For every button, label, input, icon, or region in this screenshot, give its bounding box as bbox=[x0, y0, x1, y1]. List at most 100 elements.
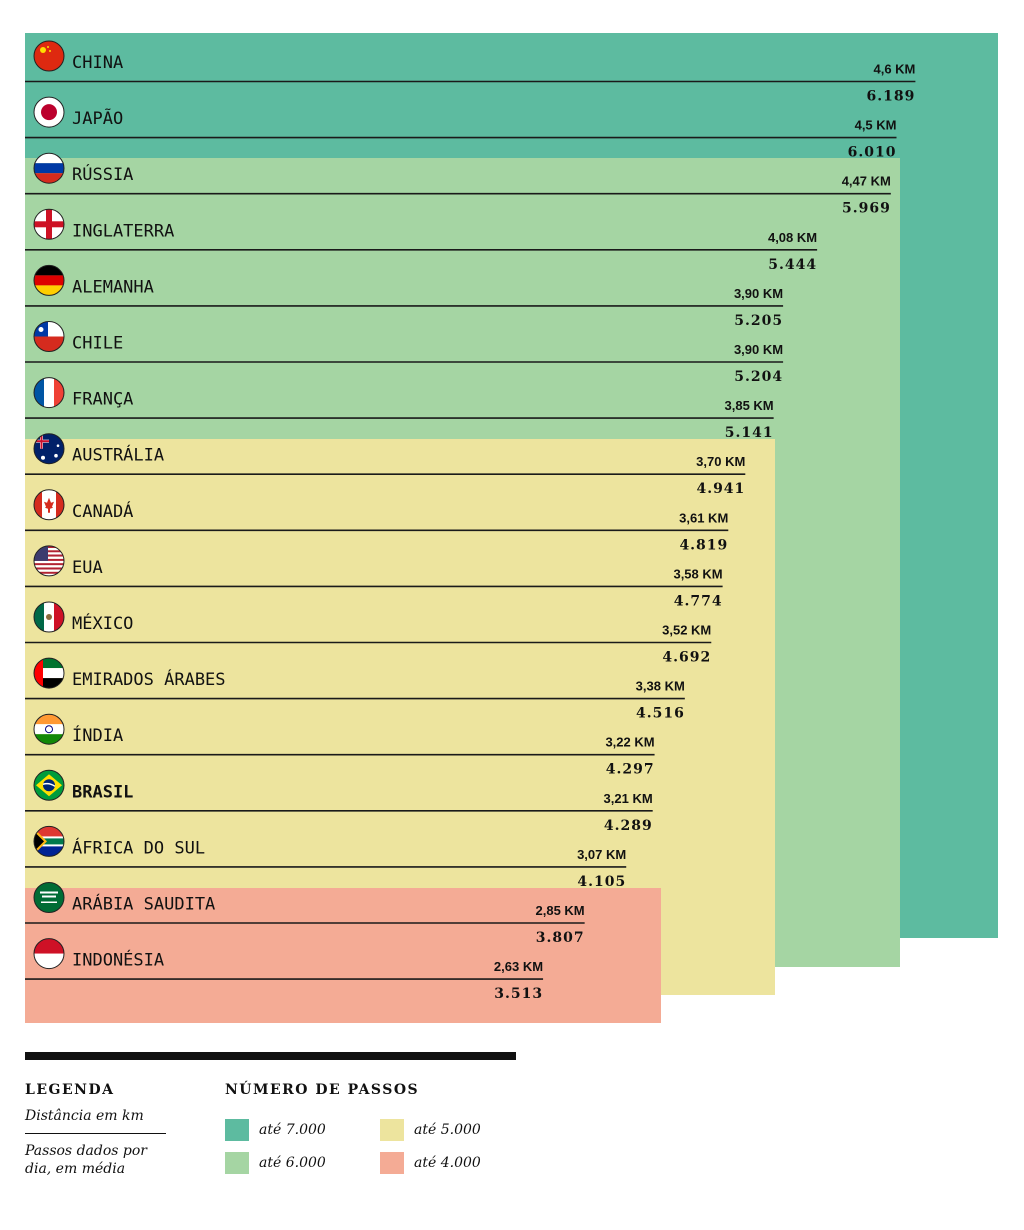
band-4000 bbox=[25, 888, 661, 1023]
flag-part bbox=[34, 658, 43, 689]
country-row: BRASIL 3,21 KM 4.289 bbox=[25, 769, 653, 834]
legend-km-description: Distância em km bbox=[25, 1108, 144, 1124]
flag-part bbox=[34, 265, 64, 276]
flag-part bbox=[34, 336, 64, 352]
legend-title: LEGENDA bbox=[25, 1082, 115, 1098]
flag-outline bbox=[33, 40, 65, 72]
flag-part bbox=[34, 554, 64, 557]
country-label: MÉXICO bbox=[72, 612, 133, 634]
flag-outline bbox=[33, 377, 65, 409]
country-row: AUSTRÁLIA 3,70 KM 4.941 bbox=[25, 433, 746, 497]
scale-item-7000: até 7.000 bbox=[225, 1119, 326, 1141]
km-data-label: 3,58 KM bbox=[673, 566, 722, 581]
flag-outline bbox=[33, 152, 65, 184]
km-data-label: 4,08 KM bbox=[768, 230, 817, 245]
maple-leaf bbox=[44, 497, 54, 513]
steps-data-label: 6.010 bbox=[848, 145, 897, 161]
country-label: JAPÃO bbox=[72, 107, 123, 129]
flag-part bbox=[38, 327, 44, 332]
flag-part bbox=[34, 668, 64, 679]
flag-part bbox=[56, 489, 64, 520]
legend-steps-description: Passos dados por dia, em média bbox=[25, 1143, 147, 1177]
country-label: AUSTRÁLIA bbox=[72, 444, 164, 466]
indonesia-flag-icon bbox=[34, 938, 64, 969]
steps-data-label: 5.205 bbox=[734, 313, 783, 329]
flag-part bbox=[34, 163, 64, 174]
country-row: CANADÁ 3,61 KM 4.819 bbox=[25, 489, 729, 553]
flag-part bbox=[40, 891, 58, 894]
flag-part bbox=[34, 433, 64, 464]
flag-part bbox=[34, 602, 44, 632]
france-flag-icon bbox=[34, 377, 64, 408]
flag-part bbox=[42, 895, 56, 898]
country-label: RÚSSIA bbox=[72, 163, 133, 185]
flag-part bbox=[34, 550, 64, 553]
flag-part bbox=[34, 678, 64, 689]
flag-part bbox=[34, 545, 64, 549]
km-data-label: 3,52 KM bbox=[662, 623, 711, 638]
country-row: MÉXICO 3,52 KM 4.692 bbox=[25, 601, 712, 666]
flag-part bbox=[56, 444, 60, 448]
flag-part bbox=[40, 433, 43, 449]
country-label: INDONÉSIA bbox=[72, 949, 164, 971]
steps-data-label: 4.774 bbox=[674, 593, 723, 609]
legend-divider bbox=[25, 1052, 516, 1060]
flag-part bbox=[34, 548, 64, 551]
country-label: CHINA bbox=[72, 53, 123, 73]
country-row: ÁFRICA DO SUL 3,07 KM 4.105 bbox=[25, 825, 627, 890]
km-data-label: 2,63 KM bbox=[494, 959, 543, 974]
flag-outline bbox=[33, 769, 65, 801]
country-row: ALEMANHA 3,90 KM 5.205 bbox=[25, 264, 784, 329]
flag-outline bbox=[33, 208, 65, 240]
chakra bbox=[45, 725, 53, 734]
steps-data-label: 4.819 bbox=[679, 537, 728, 553]
km-data-label: 3,21 KM bbox=[604, 791, 653, 806]
flag-part bbox=[34, 938, 64, 954]
flag-part bbox=[34, 41, 64, 71]
country-label: ALEMANHA bbox=[72, 277, 154, 297]
flag-part bbox=[44, 377, 54, 408]
flag-part bbox=[34, 560, 64, 564]
flag-outline bbox=[33, 545, 65, 577]
flag-part bbox=[34, 734, 64, 745]
scale-label: até 7.000 bbox=[259, 1122, 326, 1138]
country-label: INGLATERRA bbox=[72, 221, 174, 241]
flag-part bbox=[34, 724, 64, 735]
km-data-label: 3,22 KM bbox=[605, 735, 654, 750]
steps-data-label: 4.516 bbox=[636, 706, 685, 722]
flag-part bbox=[34, 714, 64, 725]
scale-item-4000: até 4.000 bbox=[380, 1152, 481, 1174]
flag-part bbox=[43, 779, 55, 792]
scale-swatch bbox=[225, 1119, 249, 1141]
steps-chart: CHINA 4,6 KM 6.189 JAPÃO 4,5 KM 6.010 RÚSSIA 4,… bbox=[25, 33, 998, 1023]
country-row: CHINA 4,6 KM 6.189 bbox=[25, 40, 916, 105]
flag-part bbox=[34, 571, 64, 574]
india-flag-icon bbox=[34, 714, 64, 745]
flag-part bbox=[54, 377, 64, 408]
china-flag-icon bbox=[34, 41, 64, 71]
flag-part bbox=[34, 275, 64, 286]
steps-data-label: 4.941 bbox=[696, 481, 745, 497]
flag-part bbox=[46, 614, 52, 620]
flag-part bbox=[54, 602, 64, 632]
country-label: CHILE bbox=[72, 334, 123, 354]
scale-swatch bbox=[380, 1119, 404, 1141]
flag-part bbox=[41, 455, 45, 460]
saudi-arabia-flag-icon bbox=[34, 882, 64, 913]
flag-part bbox=[34, 558, 64, 561]
germany-flag-icon bbox=[34, 265, 64, 296]
country-row: INDONÉSIA 2,63 KM 3.513 bbox=[25, 938, 544, 1002]
flag-part bbox=[54, 453, 58, 458]
km-data-label: 3,38 KM bbox=[636, 679, 685, 694]
flag-outline bbox=[33, 938, 65, 970]
scale-label: até 6.000 bbox=[259, 1155, 326, 1171]
km-data-label: 4,6 KM bbox=[873, 62, 915, 77]
brazil-flag-icon bbox=[34, 770, 64, 801]
steps-data-label: 5.969 bbox=[842, 201, 891, 217]
mexico-flag-icon bbox=[34, 602, 64, 632]
flag-part bbox=[34, 377, 44, 408]
km-data-label: 3,90 KM bbox=[734, 286, 783, 301]
flag-part bbox=[34, 567, 64, 570]
flag-outline bbox=[33, 433, 65, 465]
flag-outline bbox=[33, 264, 65, 296]
